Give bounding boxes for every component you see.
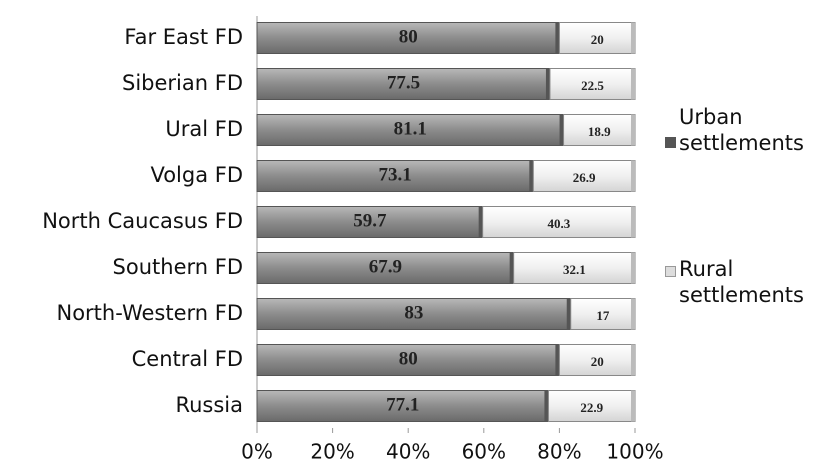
bar-edge	[555, 344, 560, 376]
bar-segment	[256, 114, 565, 146]
x-tick-label: 0%	[241, 440, 273, 464]
value-label: 80	[399, 26, 418, 47]
x-tick-label: 100%	[606, 440, 663, 464]
bar-segment	[570, 298, 636, 330]
category-label: Ural FD	[165, 117, 243, 141]
value-label: 22.5	[581, 78, 604, 93]
bar-segment	[256, 390, 549, 422]
bar-segment	[256, 298, 572, 330]
value-label: 83	[404, 302, 423, 323]
category-label: Central FD	[132, 347, 243, 371]
bar-segment	[563, 114, 636, 146]
bar-edge	[631, 206, 635, 238]
value-label: 20	[591, 354, 604, 369]
category-label: North-Western FD	[56, 301, 243, 325]
legend-swatch	[665, 137, 676, 148]
category-label: Far East FD	[124, 25, 243, 49]
category-label: Volga FD	[150, 163, 243, 187]
bar-edge	[545, 68, 550, 100]
value-label: 77.5	[387, 72, 420, 93]
bar-edge	[478, 206, 483, 238]
bar-edge	[631, 344, 635, 376]
bar-segment	[558, 22, 636, 54]
value-label: 77.1	[386, 394, 419, 415]
value-label: 59.7	[353, 210, 387, 231]
legend-swatch	[665, 266, 676, 277]
value-label: 67.9	[369, 256, 402, 277]
x-tick-label: 60%	[462, 440, 506, 464]
bar-edge	[631, 22, 635, 54]
value-label: 20	[591, 32, 604, 47]
bar-edge	[631, 252, 635, 284]
bar-edge	[631, 114, 635, 146]
value-label: 22.9	[580, 400, 603, 415]
value-label: 81.1	[394, 118, 427, 139]
x-tick-label: 80%	[537, 440, 581, 464]
value-label: 18.9	[588, 124, 611, 139]
bar-edge	[559, 114, 564, 146]
bar-edge	[631, 68, 635, 100]
bar-edge	[631, 160, 635, 192]
x-tick-label: 20%	[310, 440, 354, 464]
legend-label: Urban settlements	[679, 105, 804, 155]
value-label: 73.1	[379, 164, 412, 185]
bar-segment	[256, 252, 515, 284]
bar-segment	[558, 344, 636, 376]
bar-segment	[256, 206, 484, 238]
value-label: 80	[399, 348, 418, 369]
bar-edge	[529, 160, 534, 192]
bar-segment	[549, 68, 636, 100]
bar-edge	[631, 390, 635, 422]
category-label: Southern FD	[113, 255, 243, 279]
legend-label: Rural settlements	[679, 257, 804, 307]
bar-segment	[256, 22, 560, 54]
bar-edge	[555, 22, 560, 54]
bar-edge	[566, 298, 571, 330]
bar-segment	[256, 68, 551, 100]
value-label: 32.1	[563, 262, 586, 277]
category-label: Siberian FD	[122, 71, 243, 95]
value-label: 40.3	[547, 216, 570, 231]
bar-edge	[544, 390, 549, 422]
bar-edge	[631, 298, 635, 330]
value-label: 26.9	[573, 170, 596, 185]
bar-edge	[509, 252, 514, 284]
category-label: North Caucasus FD	[42, 209, 243, 233]
category-label: Russia	[175, 393, 243, 417]
value-label: 17	[596, 308, 610, 323]
x-tick-label: 40%	[386, 440, 430, 464]
bar-segment	[256, 344, 560, 376]
